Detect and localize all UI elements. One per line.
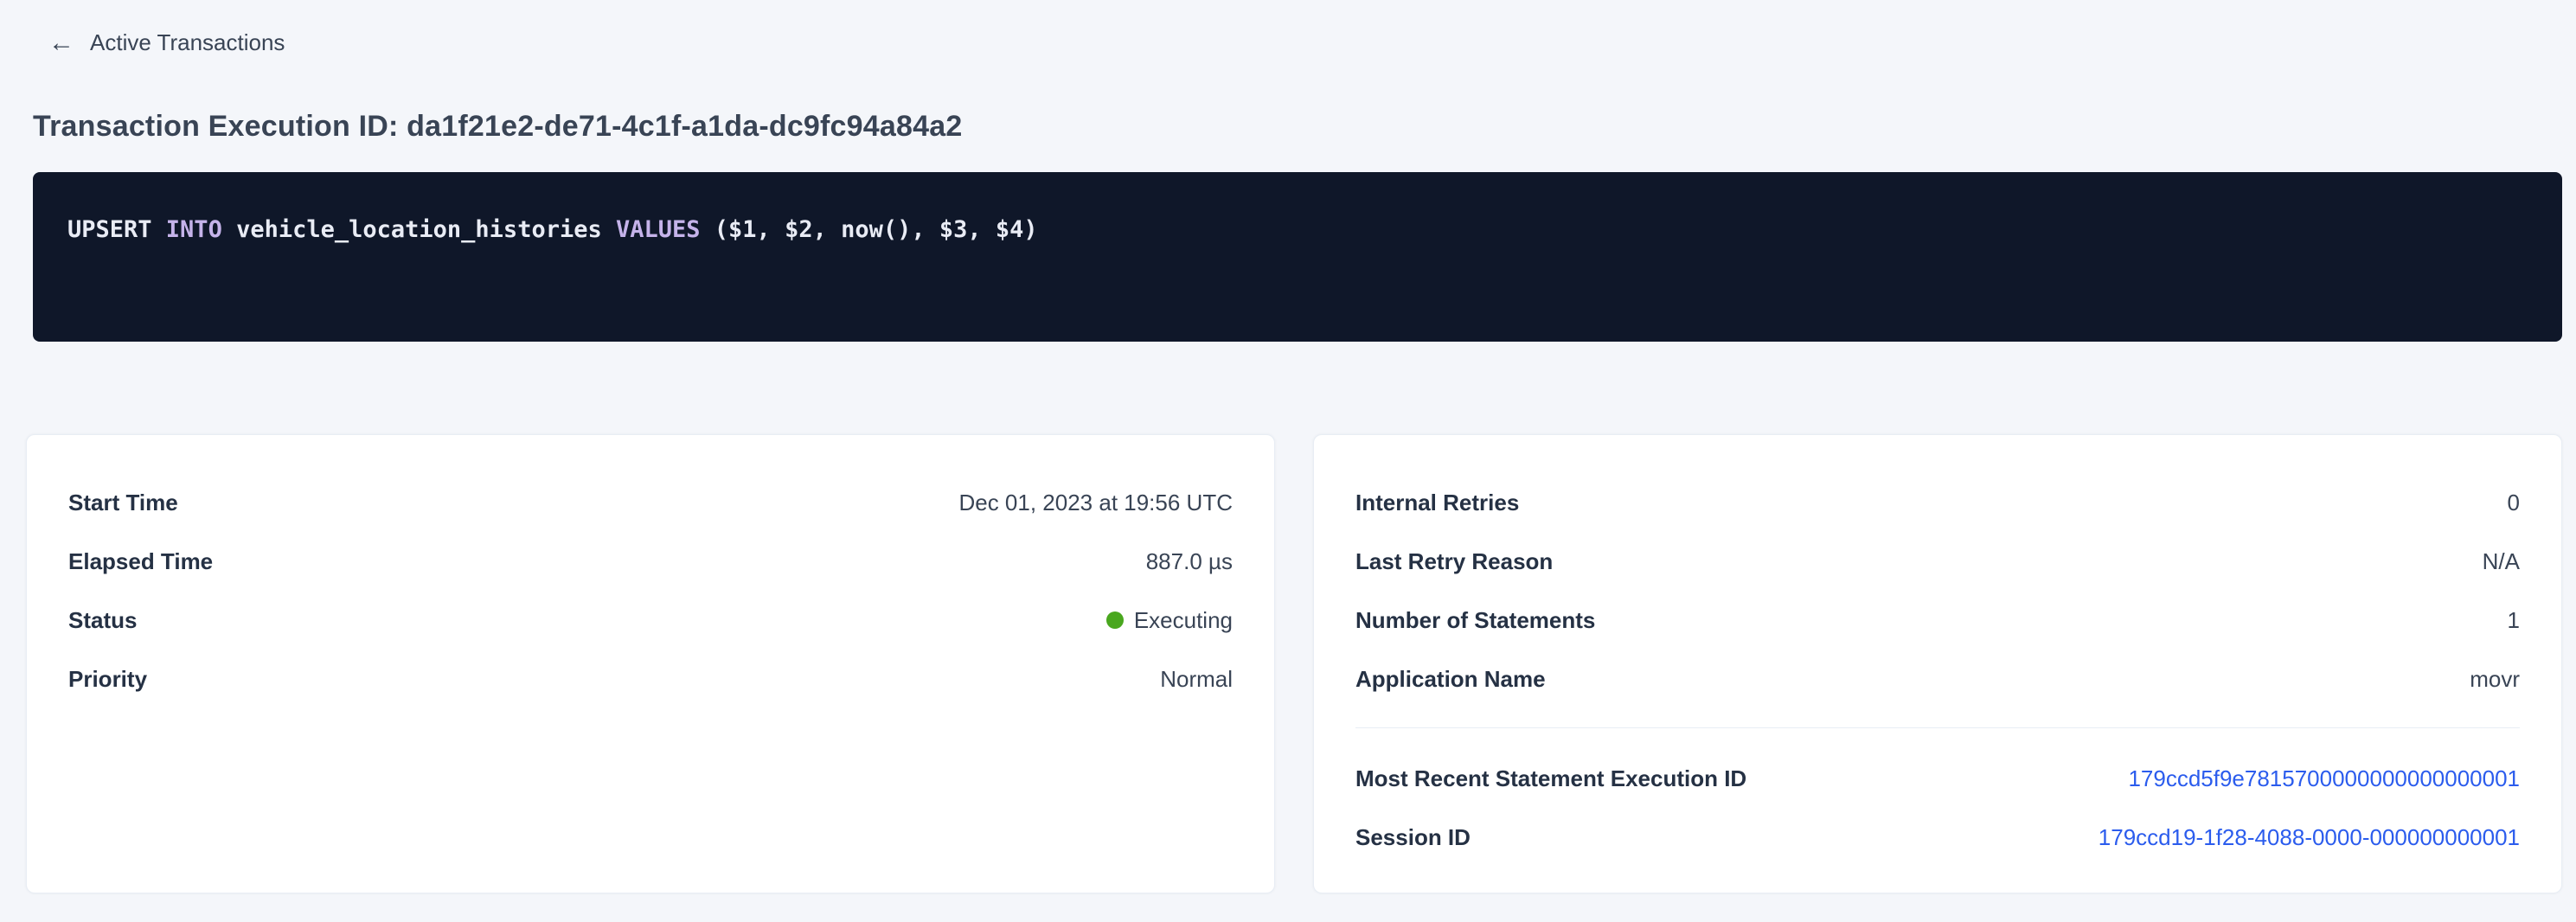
last-retry-reason-value: N/A: [2482, 547, 2520, 574]
internal-retries-value: 0: [2507, 489, 2520, 515]
sql-keyword-values: VALUES: [615, 216, 701, 243]
sql-keyword-into: INTO: [165, 216, 222, 243]
application-name-value: movr: [2470, 665, 2520, 692]
card-divider: [1355, 727, 2520, 728]
row-number-of-statements: Number of Statements 1: [1355, 591, 2520, 650]
last-retry-reason-label: Last Retry Reason: [1355, 547, 1554, 574]
status-label: Status: [68, 606, 138, 633]
sql-statement: UPSERT INTO vehicle_location_histories V…: [67, 215, 2528, 245]
sql-statement-box: UPSERT INTO vehicle_location_histories V…: [33, 172, 2562, 342]
session-id-label: Session ID: [1355, 823, 1471, 850]
arrow-left-icon: ←: [48, 28, 74, 57]
detail-cards: Start Time Dec 01, 2023 at 19:56 UTC Ela…: [26, 434, 2562, 893]
most-recent-statement-execution-id-label: Most Recent Statement Execution ID: [1355, 765, 1747, 791]
number-of-statements-value: 1: [2507, 606, 2520, 633]
row-last-retry-reason: Last Retry Reason N/A: [1355, 532, 2520, 591]
most-recent-statement-execution-id-link[interactable]: 179ccd5f9e7815700000000000000001: [2128, 765, 2520, 791]
back-link[interactable]: ← Active Transactions: [48, 29, 285, 56]
elapsed-time-label: Elapsed Time: [68, 547, 214, 574]
row-start-time: Start Time Dec 01, 2023 at 19:56 UTC: [68, 473, 1233, 532]
transaction-details-page: ← Active Transactions Transaction Execut…: [0, 29, 2576, 893]
elapsed-time-value: 887.0 µs: [1145, 547, 1233, 574]
summary-card: Start Time Dec 01, 2023 at 19:56 UTC Ela…: [26, 434, 1275, 893]
row-priority: Priority Normal: [68, 650, 1233, 708]
back-link-label: Active Transactions: [90, 29, 285, 55]
row-elapsed-time: Elapsed Time 887.0 µs: [68, 532, 1233, 591]
details-card: Internal Retries 0 Last Retry Reason N/A…: [1313, 434, 2562, 893]
row-most-recent-statement-execution-id: Most Recent Statement Execution ID 179cc…: [1355, 749, 2520, 808]
number-of-statements-label: Number of Statements: [1355, 606, 1596, 633]
status-text: Executing: [1133, 606, 1233, 633]
priority-label: Priority: [68, 665, 148, 692]
session-id-link[interactable]: 179ccd19-1f28-4088-0000-000000000001: [2098, 823, 2520, 850]
page-title: Transaction Execution ID: da1f21e2-de71-…: [33, 110, 963, 143]
row-internal-retries: Internal Retries 0: [1355, 473, 2520, 532]
row-application-name: Application Name movr: [1355, 650, 2520, 708]
status-value: Executing: [1105, 606, 1233, 634]
application-name-label: Application Name: [1355, 665, 1546, 692]
sql-token-table-name: vehicle_location_histories: [221, 216, 616, 243]
start-time-label: Start Time: [68, 489, 178, 515]
start-time-value: Dec 01, 2023 at 19:56 UTC: [958, 489, 1233, 515]
row-session-id: Session ID 179ccd19-1f28-4088-0000-00000…: [1355, 808, 2520, 867]
internal-retries-label: Internal Retries: [1355, 489, 1520, 515]
sql-token-values-args: ($1, $2, now(), $3, $4): [700, 216, 1038, 243]
sql-token-upsert: UPSERT: [67, 216, 166, 243]
status-dot-icon: [1105, 611, 1124, 629]
priority-value: Normal: [1160, 665, 1233, 692]
row-status: Status Executing: [68, 591, 1233, 650]
